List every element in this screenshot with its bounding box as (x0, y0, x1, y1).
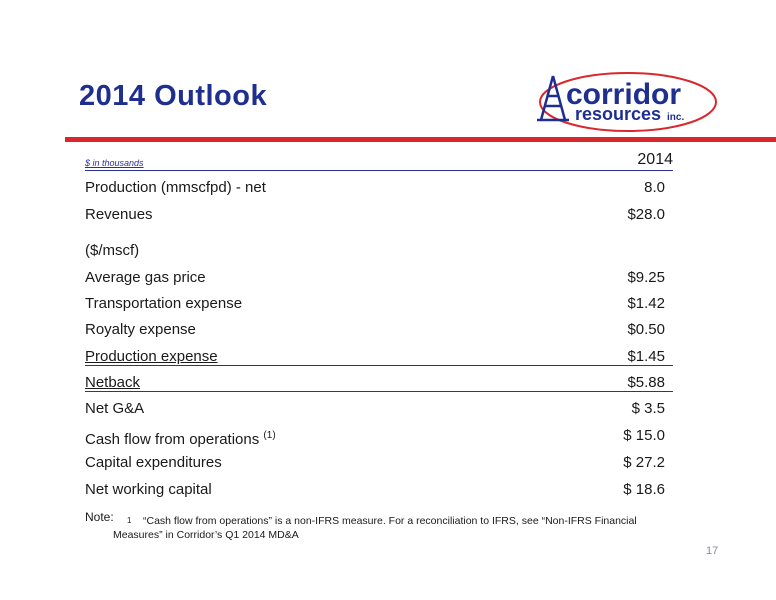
units-label: $ in thousands (85, 158, 144, 168)
row-value: 8.0 (644, 179, 665, 196)
row-value: $ 18.6 (623, 481, 665, 498)
row-value: $1.45 (627, 348, 665, 365)
table-row: Average gas price $9.25 (85, 268, 665, 288)
row-value: $5.88 (627, 374, 665, 391)
row-value: $ 27.2 (623, 454, 665, 471)
row-label: Net G&A (85, 400, 145, 417)
row-label: Capital expenditures (85, 454, 222, 471)
subtotal-rule (85, 365, 673, 366)
total-rule (85, 391, 673, 392)
table-row: Production (mmscfpd) - net 8.0 (85, 178, 665, 198)
footnote-text: “Cash flow from operations” is a non-IFR… (113, 515, 637, 541)
row-label: Average gas price (85, 269, 206, 286)
page-title: 2014 Outlook (79, 80, 268, 112)
table-row: Revenues $28.0 (85, 205, 665, 225)
row-value: $ 3.5 (631, 400, 665, 417)
row-value: $0.50 (627, 321, 665, 338)
row-label: Royalty expense (85, 321, 196, 338)
row-label-text: Cash flow from operations (85, 431, 260, 448)
column-header-year: 2014 (637, 151, 673, 168)
footnote-marker: (1) (263, 430, 276, 441)
row-label: Cash flow from operations (1) (85, 426, 276, 450)
note-label: Note: (85, 510, 114, 524)
table-row: Cash flow from operations (1) $ 15.0 (85, 426, 665, 448)
row-label: Transportation expense (85, 295, 243, 312)
derrick-icon (537, 75, 569, 122)
row-label: Revenues (85, 206, 153, 223)
row-label: ($/mscf) (85, 242, 140, 259)
row-label: Production expense (85, 348, 218, 365)
title-divider (65, 137, 776, 142)
table-row: Capital expenditures $ 27.2 (85, 453, 665, 473)
table-header-rule (85, 170, 673, 171)
page-number: 17 (706, 545, 719, 557)
row-value: $28.0 (627, 206, 665, 223)
logo-wordmark: corridor (566, 78, 681, 111)
table-row: Royalty expense $0.50 (85, 320, 665, 340)
table-row: Net working capital $ 18.6 (85, 480, 665, 500)
footnote-number: 1 (127, 516, 132, 525)
table-row: Netback $5.88 (85, 373, 665, 393)
row-value: $9.25 (627, 269, 665, 286)
row-label: Net working capital (85, 481, 212, 498)
row-label: Production (mmscfpd) - net (85, 179, 266, 196)
row-label: Netback (85, 374, 141, 391)
logo-suffix: inc. (667, 112, 684, 123)
company-logo: corridor resources inc. (537, 72, 717, 132)
table-row: Production expense $1.45 (85, 347, 665, 367)
logo-subtitle: resources (575, 104, 661, 124)
table-row: Net G&A $ 3.5 (85, 399, 665, 419)
row-value: $ 15.0 (623, 427, 665, 444)
table-row: ($/mscf) (85, 241, 665, 261)
table-row: Transportation expense $1.42 (85, 294, 665, 314)
row-value: $1.42 (627, 295, 665, 312)
